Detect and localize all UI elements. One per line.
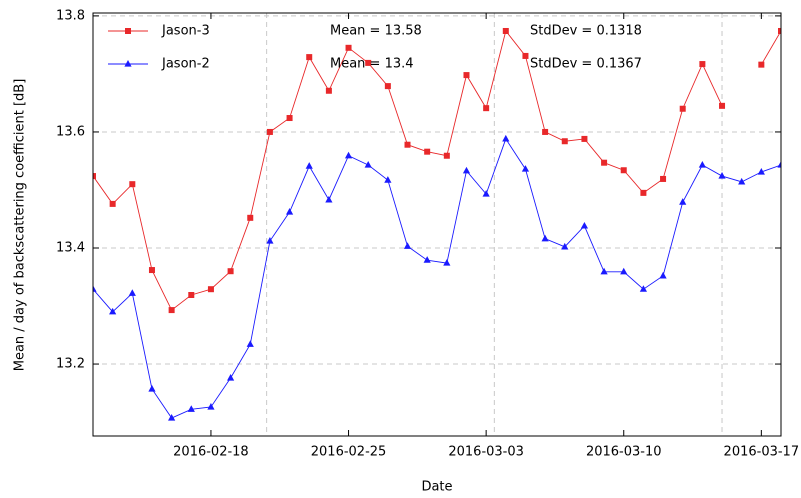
marker xyxy=(620,267,628,275)
marker xyxy=(266,128,273,135)
marker xyxy=(384,176,392,183)
marker xyxy=(207,402,215,410)
marker xyxy=(698,161,706,168)
marker xyxy=(188,292,195,298)
marker xyxy=(365,59,372,66)
series-line xyxy=(93,29,781,311)
marker xyxy=(679,198,687,205)
plot-frame xyxy=(92,12,782,437)
marker xyxy=(187,405,195,412)
annotation: StdDev = 0.1318 xyxy=(530,24,642,39)
marker xyxy=(757,167,765,175)
y-tick-label: 13.2 xyxy=(56,357,85,372)
series-line xyxy=(93,137,781,419)
marker xyxy=(227,373,235,381)
marker xyxy=(285,208,294,215)
annotation: Mean = 13.4 xyxy=(330,57,414,72)
marker xyxy=(344,151,353,159)
marker xyxy=(246,340,254,347)
marker xyxy=(620,167,627,174)
marker xyxy=(109,200,116,207)
marker xyxy=(580,221,589,229)
x-tick-label: 2016-03-17 xyxy=(724,445,800,460)
plot xyxy=(93,27,781,421)
marker xyxy=(345,44,352,51)
marker xyxy=(286,115,293,122)
marker xyxy=(660,175,667,182)
x-tick-label: 2016-03-10 xyxy=(586,445,662,460)
marker xyxy=(306,54,313,61)
marker xyxy=(483,105,490,112)
legend-label: Jason-3 xyxy=(161,24,210,39)
marker xyxy=(424,148,431,155)
marker xyxy=(404,141,411,148)
legend-label: Jason-2 xyxy=(161,57,210,72)
x-tick-label: 2016-02-18 xyxy=(173,445,249,460)
marker xyxy=(738,177,746,185)
marker xyxy=(718,172,726,179)
y-tick-label: 13.6 xyxy=(56,124,85,139)
marker xyxy=(659,271,667,279)
marker xyxy=(148,267,155,274)
marker xyxy=(482,190,490,197)
marker xyxy=(639,285,647,292)
marker xyxy=(699,61,706,68)
marker xyxy=(522,52,529,59)
marker xyxy=(561,138,568,145)
marker xyxy=(423,256,431,263)
annotation: StdDev = 0.1367 xyxy=(530,57,642,72)
marker xyxy=(207,286,214,293)
marker xyxy=(462,166,471,174)
marker xyxy=(227,268,234,275)
marker xyxy=(93,285,97,292)
marker xyxy=(325,87,332,94)
marker xyxy=(679,105,686,112)
marker xyxy=(443,259,451,266)
marker xyxy=(109,307,117,315)
marker xyxy=(384,83,391,90)
marker xyxy=(600,267,608,275)
marker xyxy=(443,152,450,159)
x-tick-label: 2016-03-03 xyxy=(448,445,524,460)
marker xyxy=(93,173,96,180)
marker xyxy=(640,189,647,196)
marker xyxy=(502,134,510,142)
marker xyxy=(777,161,781,168)
y-tick-label: 13.4 xyxy=(56,241,85,256)
marker xyxy=(561,242,569,250)
legend-marker xyxy=(125,28,131,34)
x-tick-label: 2016-02-25 xyxy=(311,445,387,460)
marker xyxy=(325,195,333,203)
legend-marker xyxy=(124,60,132,67)
marker xyxy=(463,72,470,79)
marker xyxy=(542,128,549,135)
marker xyxy=(266,237,274,244)
marker xyxy=(758,61,765,68)
marker xyxy=(502,27,509,34)
marker xyxy=(541,234,549,242)
marker xyxy=(719,102,726,109)
marker xyxy=(148,385,156,392)
marker xyxy=(403,242,412,249)
marker xyxy=(128,289,136,296)
marker xyxy=(364,161,372,168)
y-tick-label: 13.8 xyxy=(56,8,85,23)
marker xyxy=(521,165,530,172)
marker xyxy=(168,414,176,421)
marker xyxy=(168,307,175,314)
marker xyxy=(129,181,136,188)
marker xyxy=(581,135,588,142)
y-axis-label: Mean / day of backscattering coefficient… xyxy=(13,79,28,372)
marker xyxy=(305,162,313,169)
marker xyxy=(778,27,781,34)
annotation: Mean = 13.58 xyxy=(330,24,422,39)
marker xyxy=(247,214,254,221)
marker xyxy=(601,159,608,166)
x-axis-label: Date xyxy=(421,480,452,495)
